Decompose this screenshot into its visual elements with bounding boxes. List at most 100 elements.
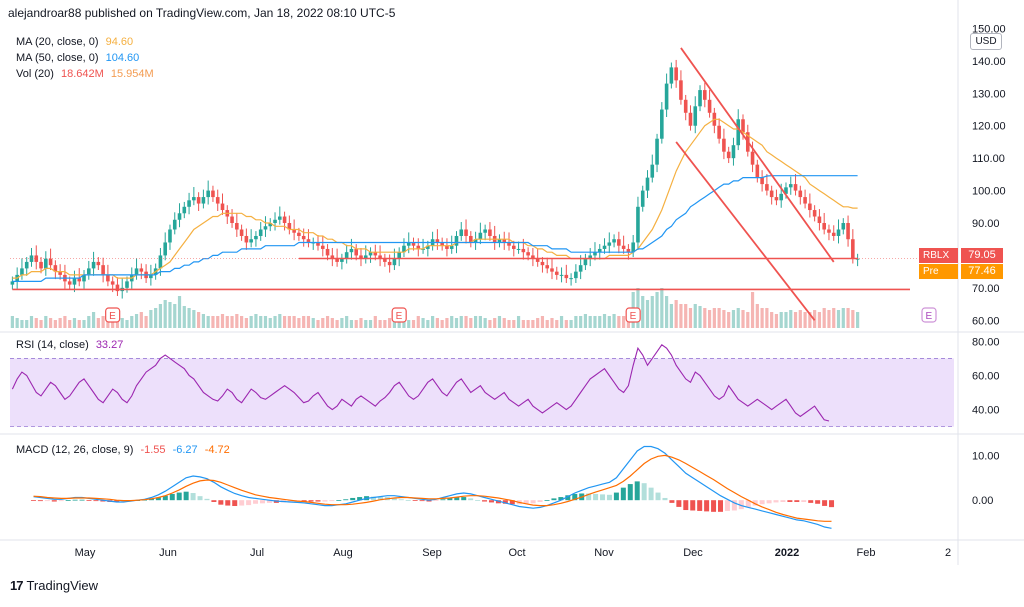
macd-histogram-bar bbox=[488, 500, 494, 503]
volume-bar bbox=[440, 320, 444, 328]
brand-name: TradingView bbox=[26, 578, 99, 593]
candle-body bbox=[158, 255, 163, 269]
rsi-axis-tick: 40.00 bbox=[972, 405, 1000, 417]
volume-bar bbox=[803, 312, 807, 328]
candle-body bbox=[459, 229, 464, 236]
candle-body bbox=[10, 281, 15, 285]
candle-body bbox=[655, 138, 659, 165]
candle-body bbox=[688, 112, 693, 126]
candle-body bbox=[703, 90, 707, 100]
candle-body bbox=[679, 80, 683, 100]
candle-body bbox=[349, 248, 354, 253]
volume-bar bbox=[416, 316, 420, 328]
macd-label: MACD (12, 26, close, 9) bbox=[16, 444, 134, 456]
volume-bar bbox=[278, 314, 282, 328]
volume-bar bbox=[158, 304, 163, 328]
macd-histogram-bar bbox=[731, 500, 737, 511]
candle-body bbox=[674, 67, 678, 81]
volume-bar bbox=[91, 312, 96, 328]
macd-legend[interactable]: MACD (12, 26, close, 9) -1.55 -6.27 -4.7… bbox=[16, 444, 234, 456]
macd-histogram-bar bbox=[808, 500, 814, 503]
volume-bar bbox=[717, 308, 721, 328]
macd-histogram-bar bbox=[613, 492, 619, 501]
ma50-line bbox=[12, 175, 858, 282]
macd-histogram-bar bbox=[482, 500, 488, 502]
candle-body bbox=[569, 278, 573, 280]
ma20-legend[interactable]: MA (20, close, 0) 94.60 bbox=[16, 36, 137, 48]
volume-bar bbox=[555, 320, 559, 328]
volume-bar bbox=[311, 318, 315, 328]
candle-body bbox=[378, 255, 382, 259]
earnings-marker bbox=[105, 307, 121, 323]
volume-bar bbox=[488, 320, 492, 328]
volume-bar bbox=[497, 316, 502, 328]
volume-bar bbox=[273, 316, 277, 328]
candle-body bbox=[607, 242, 612, 246]
macd-histogram-bar bbox=[454, 497, 460, 501]
volume-bar bbox=[569, 320, 573, 328]
macd-histogram-bar bbox=[620, 487, 626, 501]
macd-histogram-bar bbox=[405, 500, 411, 501]
candle-body bbox=[254, 235, 258, 240]
rsi-legend[interactable]: RSI (14, close) 33.27 bbox=[16, 339, 127, 351]
candle-body bbox=[841, 223, 846, 230]
volume-bar bbox=[741, 310, 745, 328]
volume-bar bbox=[254, 314, 258, 328]
volume-bar bbox=[765, 308, 769, 328]
volume-bar bbox=[650, 296, 654, 328]
volume-bar bbox=[454, 318, 459, 328]
candle-body bbox=[774, 197, 779, 201]
candle-body bbox=[268, 223, 273, 227]
macd-histogram-bar bbox=[301, 500, 307, 502]
macd-histogram-bar bbox=[225, 500, 231, 506]
macd-histogram-bar bbox=[440, 499, 446, 501]
candle-body bbox=[660, 109, 664, 139]
volume-bar bbox=[349, 320, 354, 328]
candle-body bbox=[306, 239, 311, 243]
macd-histogram-bar bbox=[509, 500, 515, 505]
candle-body bbox=[793, 184, 798, 191]
volume-bar bbox=[760, 308, 764, 328]
volume-bar bbox=[240, 316, 244, 328]
volume-bar bbox=[641, 296, 645, 328]
candle-body bbox=[554, 271, 559, 275]
volume-bar bbox=[774, 314, 779, 328]
footer-brand[interactable]: 17 TradingView bbox=[10, 578, 98, 593]
volume-bar bbox=[149, 310, 153, 328]
macd-histogram-bar bbox=[523, 500, 529, 504]
candle-body bbox=[583, 258, 588, 266]
macd-histogram-bar bbox=[704, 500, 710, 512]
volume-bar bbox=[368, 320, 373, 328]
macd-histogram-bar bbox=[717, 500, 723, 512]
rsi-value: 33.27 bbox=[95, 339, 124, 351]
currency-button[interactable]: USD bbox=[970, 33, 1002, 50]
macd-histogram-bar bbox=[766, 500, 772, 504]
volume-bar bbox=[292, 316, 296, 328]
volume-legend[interactable]: Vol (20) 18.642M 15.954M bbox=[16, 68, 158, 80]
macd-histogram-bar bbox=[114, 500, 120, 502]
candle-body bbox=[72, 278, 77, 285]
macd-histogram-bar bbox=[787, 500, 793, 502]
channel-lower-line bbox=[675, 141, 816, 321]
candle-body bbox=[645, 177, 650, 191]
volume-bar bbox=[536, 318, 540, 328]
candle-body bbox=[464, 229, 468, 236]
macd-histogram-bar bbox=[58, 500, 64, 502]
candle-body bbox=[483, 229, 487, 233]
volume-bar bbox=[836, 310, 841, 328]
price-axis-tick: 100.00 bbox=[972, 186, 1006, 198]
ma50-legend[interactable]: MA (50, close, 0) 104.60 bbox=[16, 52, 143, 64]
volume-bar bbox=[182, 306, 186, 328]
candle-body bbox=[693, 106, 698, 126]
candle-body bbox=[139, 268, 144, 272]
volume-bar bbox=[82, 320, 86, 328]
candle-body bbox=[416, 245, 421, 249]
candle-body bbox=[363, 255, 368, 259]
candle-body bbox=[769, 190, 774, 198]
candle-body bbox=[502, 239, 507, 243]
volume-bar bbox=[493, 318, 497, 328]
candle-body bbox=[263, 226, 268, 230]
candle-body bbox=[182, 206, 187, 214]
